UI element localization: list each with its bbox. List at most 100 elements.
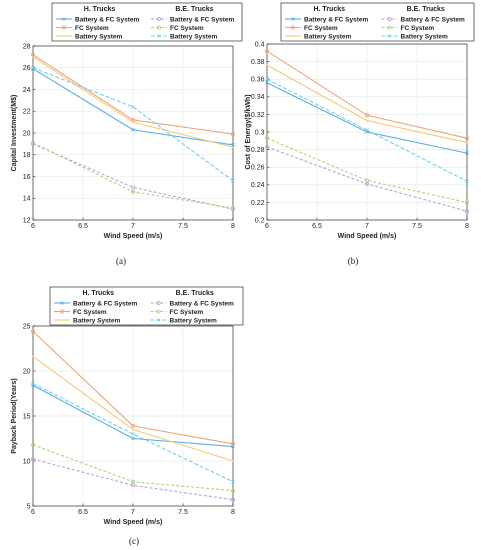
data-point xyxy=(265,77,269,82)
y-axis-label: Cost of Energy($/kWh) xyxy=(245,94,252,169)
data-point xyxy=(264,49,269,54)
legend-entry-label: Battery & FC System xyxy=(73,300,138,307)
data-point xyxy=(230,441,235,446)
data-point xyxy=(465,151,469,156)
y-tick-label: 0.2 xyxy=(255,217,265,224)
y-tick-label: 0.22 xyxy=(251,200,265,207)
data-point xyxy=(131,436,135,441)
y-tick-label: 26 xyxy=(23,65,31,72)
legend-group-h-trucks: H. Trucks xyxy=(84,6,116,13)
series-line xyxy=(32,444,234,492)
legend-marker xyxy=(62,17,66,21)
data-point xyxy=(232,146,234,149)
legend-entry-label: Battery System xyxy=(73,317,121,324)
data-point xyxy=(464,200,469,205)
y-tick-label: 0.26 xyxy=(251,165,265,172)
y-tick-label: 0.38 xyxy=(251,59,265,66)
legend-marker xyxy=(387,16,392,21)
y-tick-label: 0.28 xyxy=(251,147,265,154)
legend-entry-label: FC System xyxy=(170,25,204,32)
legend-entry-label: Battery System xyxy=(75,33,123,40)
data-point xyxy=(466,141,468,144)
legend-entry-label: Battery System xyxy=(170,317,218,324)
data-point xyxy=(230,488,235,493)
x-tick-label: 7.5 xyxy=(178,509,188,516)
x-tick-label: 7.5 xyxy=(412,223,422,230)
legend-marker xyxy=(291,17,295,21)
x-tick-label: 7 xyxy=(131,509,135,516)
data-point xyxy=(30,442,35,447)
y-tick-label: 20 xyxy=(23,130,31,137)
data-point xyxy=(131,105,135,109)
data-point xyxy=(264,144,269,149)
data-point xyxy=(464,209,469,214)
data-point xyxy=(31,65,35,70)
legend-entry-label: FC System xyxy=(401,25,435,32)
data-point xyxy=(465,179,469,184)
x-axis-label: Wind Speed (m/s) xyxy=(104,519,163,526)
legend-marker xyxy=(60,309,65,314)
series-line xyxy=(266,137,468,203)
legend-marker xyxy=(157,34,161,38)
y-tick-label: 16 xyxy=(23,174,31,181)
data-point xyxy=(464,136,469,141)
series-line xyxy=(32,143,234,210)
data-point xyxy=(232,460,234,462)
y-tick-label: 0.32 xyxy=(251,112,265,119)
y-tick-label: 20 xyxy=(23,368,31,375)
y-tick-label: 0.34 xyxy=(251,94,265,101)
panel-caption: (a) xyxy=(116,256,126,266)
legend-group-h-trucks: H. Trucks xyxy=(82,290,114,297)
y-tick-label: 25 xyxy=(23,323,31,330)
data-point xyxy=(231,143,235,147)
x-axis-label: Wind Speed (m/s) xyxy=(104,233,163,240)
y-tick-label: 14 xyxy=(23,196,31,203)
data-point xyxy=(230,206,235,211)
data-point xyxy=(364,178,369,183)
data-point xyxy=(130,185,135,190)
data-point xyxy=(130,479,135,484)
series-line xyxy=(266,78,468,182)
data-point xyxy=(130,189,135,194)
series-line xyxy=(32,331,234,445)
legend-group-be-trucks: B.E. Trucks xyxy=(407,6,445,13)
data-point xyxy=(266,64,268,67)
legend-box-1: H. Trucks B.E. Trucks Battery & FC System F… xyxy=(51,2,243,42)
legend-marker xyxy=(387,34,392,38)
legend-marker xyxy=(156,300,161,305)
x-tick-label: 7.5 xyxy=(178,223,188,230)
y-tick-label: 0.3 xyxy=(255,129,265,136)
legend-box-3: H. Trucks B.E. Trucks Battery & FC System F… xyxy=(49,286,244,326)
series-line xyxy=(32,142,234,209)
x-tick-label: 6.5 xyxy=(78,223,88,230)
y-tick-label: 12 xyxy=(23,217,31,224)
legend-group-be-trucks: B.E. Trucks xyxy=(176,290,214,297)
data-point xyxy=(131,432,135,436)
data-point xyxy=(230,132,235,137)
x-tick-label: 7 xyxy=(365,223,369,230)
legend-marker xyxy=(156,318,161,322)
x-tick-label: 6 xyxy=(31,509,35,516)
legend-entry-label: FC System xyxy=(73,309,107,316)
data-point xyxy=(32,55,34,58)
data-point xyxy=(366,119,368,122)
x-tick-label: 7 xyxy=(131,223,135,230)
data-point xyxy=(365,128,369,133)
data-point xyxy=(30,140,35,145)
legend-entry-label: Battery System xyxy=(170,33,218,40)
data-point xyxy=(265,80,269,85)
legend-group-h-trucks: H. Trucks xyxy=(313,6,345,13)
data-point xyxy=(231,479,235,484)
chart-3: 5 10 15 20 25 6 6.5 7 7.5 8 Wind Speed (m/s) Paybac… xyxy=(11,323,235,526)
legend-entry-label: Battery System xyxy=(401,33,449,40)
legend-marker xyxy=(62,25,67,30)
panel-caption: (b) xyxy=(348,256,359,266)
legend-entry-label: FC System xyxy=(170,309,204,316)
legend-frame xyxy=(49,286,244,326)
x-tick-label: 8 xyxy=(465,223,469,230)
data-point xyxy=(131,127,135,132)
chart-1: 12 14 16 18 20 22 24 26 28 6 6.5 7 7.5 8 Wind Speed (m… xyxy=(11,43,235,240)
data-point xyxy=(32,355,34,358)
data-point xyxy=(231,178,235,183)
